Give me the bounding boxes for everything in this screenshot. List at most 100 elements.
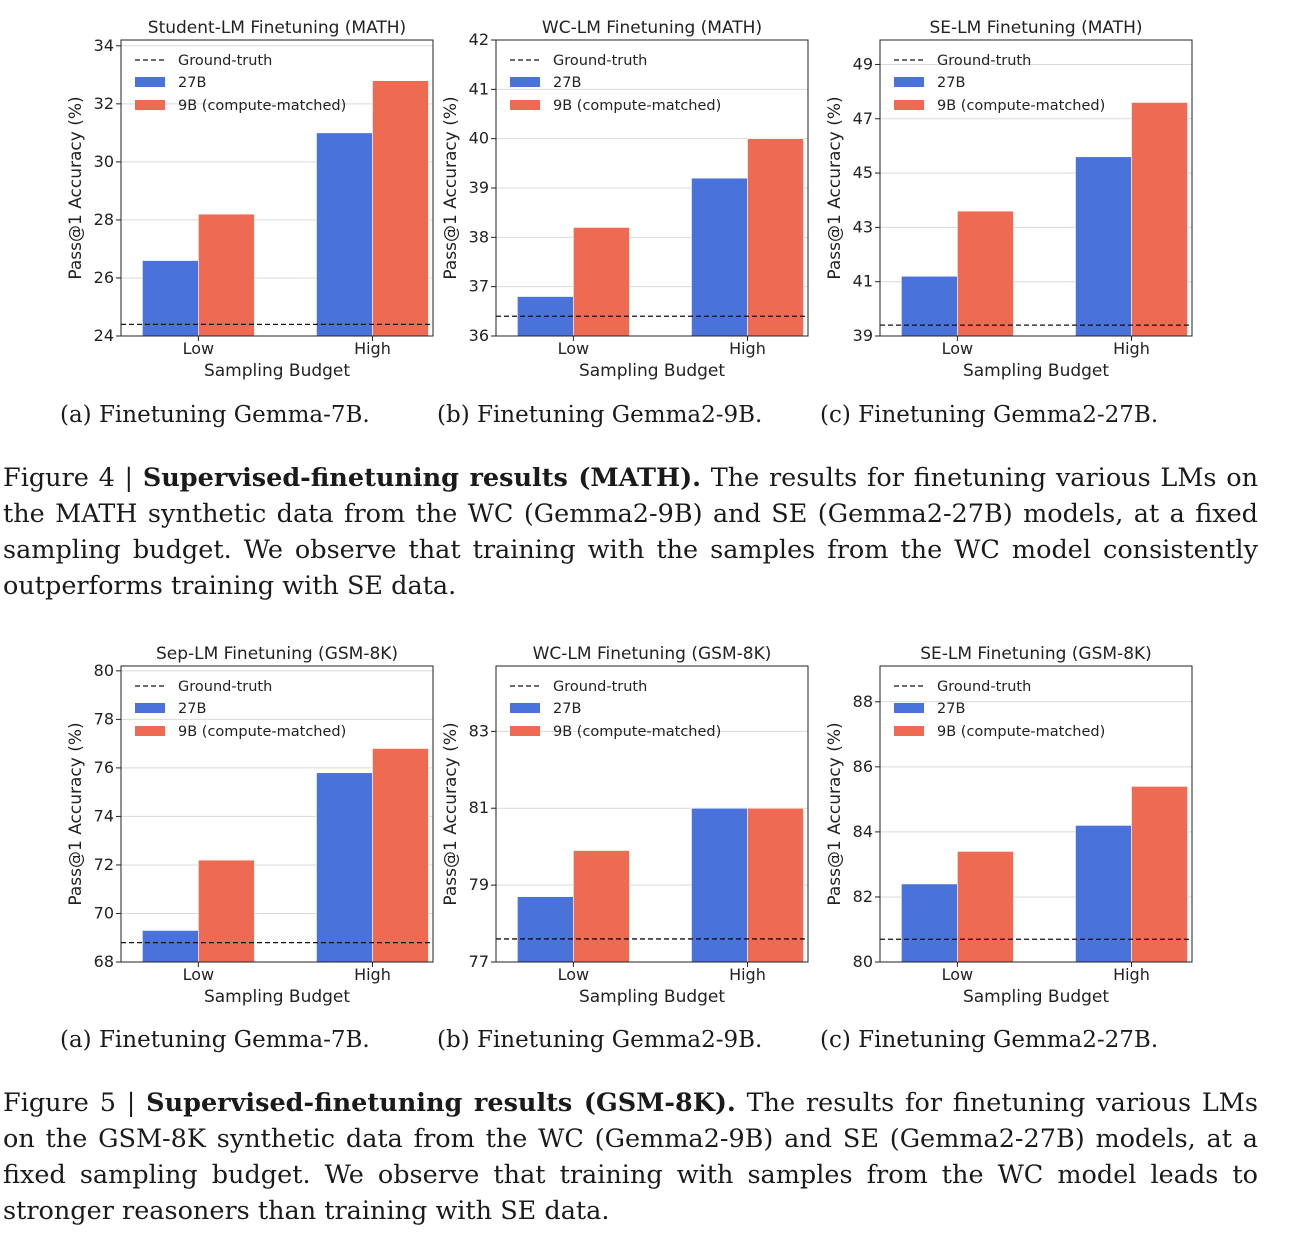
legend-label-ground-truth: Ground-truth [937, 53, 1031, 69]
subcaption: (a) Finetuning Gemma-7B. [60, 402, 370, 428]
y-tick-label: 26 [94, 268, 114, 287]
legend-label-27b: 27B [937, 75, 965, 91]
plot-frame [120, 665, 434, 963]
caption-prefix: Figure 4 | [3, 463, 143, 493]
y-tick-label: 41 [469, 79, 489, 98]
legend: Ground-truth 27B 9B (compute-matched) [135, 679, 346, 740]
legend-swatch-27b [894, 77, 924, 87]
y-tick-label: 39 [853, 326, 873, 345]
y-tick-label: 77 [469, 952, 489, 971]
chart-title: WC-LM Finetuning (GSM-8K) [533, 644, 772, 664]
y-tick-label: 36 [469, 326, 489, 345]
legend: Ground-truth 27B 9B (compute-matched) [510, 679, 721, 740]
bar-27b [1075, 156, 1132, 337]
y-axis-label: Pass@1 Accuracy (%) [441, 722, 461, 905]
x-tick-label: Low [558, 965, 590, 984]
caption-text: The results for finetuning various LMs o… [3, 463, 1259, 601]
y-tick-label: 79 [469, 875, 489, 894]
y-tick-label: 39 [469, 178, 489, 197]
legend-swatch-27b [894, 703, 924, 713]
subcaption: (c) Finetuning Gemma2-27B. [820, 1027, 1159, 1053]
x-tick-label: Low [942, 965, 974, 984]
legend: Ground-truth 27B 9B (compute-matched) [510, 53, 721, 114]
x-tick-label: High [1113, 339, 1150, 358]
y-axis-label: Pass@1 Accuracy (%) [66, 96, 86, 279]
bar-9b [198, 859, 255, 963]
x-axis-label: Sampling Budget [963, 987, 1109, 1007]
y-tick-label: 30 [94, 152, 114, 171]
legend-label-ground-truth: Ground-truth [553, 53, 647, 69]
y-tick-label: 34 [94, 36, 114, 55]
bar-27b [316, 772, 373, 963]
legend-label-ground-truth: Ground-truth [178, 679, 272, 695]
legend-label-9b: 9B (compute-matched) [553, 724, 721, 740]
chart-title: Sep-LM Finetuning (GSM-8K) [156, 644, 398, 664]
y-tick-label: 86 [853, 757, 873, 776]
y-tick-label: 42 [469, 30, 489, 49]
legend-swatch-27b [510, 77, 540, 87]
y-tick-label: 80 [853, 952, 873, 971]
chart-title: SE-LM Finetuning (MATH) [929, 18, 1142, 38]
bar-27b [901, 275, 958, 337]
x-axis-label: Sampling Budget [579, 987, 725, 1007]
bar-27b [901, 883, 958, 963]
x-tick-label: High [354, 965, 391, 984]
bar-9b [372, 80, 429, 337]
bar-9b [957, 210, 1014, 337]
chart-panel: 36 37 38 39 40 41 42 Low High Sampling Budget Pass… [441, 14, 809, 386]
y-tick-label: 72 [94, 855, 114, 874]
bar-27b [316, 132, 373, 337]
bar-27b [1075, 825, 1132, 963]
legend-label-ground-truth: Ground-truth [178, 53, 272, 69]
legend-label-27b: 27B [178, 701, 206, 717]
y-tick-label: 40 [469, 129, 489, 148]
legend-swatch-9b [510, 726, 540, 736]
chart-panel: 77 79 81 83 Low High Sampling Budget Pass@1 Acc… [441, 640, 809, 1012]
x-tick-label: High [729, 965, 766, 984]
bar-9b [747, 138, 804, 337]
legend-swatch-27b [135, 703, 165, 713]
legend-swatch-9b [894, 726, 924, 736]
x-tick-label: High [354, 339, 391, 358]
caption-text: The results for finetuning various LMs o… [3, 1088, 1258, 1226]
legend-label-9b: 9B (compute-matched) [178, 724, 346, 740]
chart-title: SE-LM Finetuning (GSM-8K) [920, 644, 1152, 664]
bar-9b [198, 213, 255, 337]
y-tick-label: 83 [469, 721, 489, 740]
x-tick-label: Low [183, 965, 215, 984]
legend-swatch-9b [135, 100, 165, 110]
legend-swatch-27b [135, 77, 165, 87]
y-tick-label: 43 [853, 217, 873, 236]
y-axis-label: Pass@1 Accuracy (%) [441, 96, 461, 279]
y-tick-label: 45 [853, 163, 873, 182]
legend-swatch-9b [894, 100, 924, 110]
y-tick-label: 88 [853, 692, 873, 711]
legend-label-27b: 27B [553, 75, 581, 91]
x-tick-label: Low [183, 339, 215, 358]
chart-panel: 39 41 43 45 47 49 Low High Sampling Budget Pass@1… [825, 14, 1193, 386]
bar-27b [691, 177, 748, 337]
y-tick-label: 78 [94, 709, 114, 728]
legend-label-9b: 9B (compute-matched) [937, 98, 1105, 114]
y-tick-label: 84 [853, 822, 873, 841]
chart-title: WC-LM Finetuning (MATH) [542, 18, 762, 38]
legend: Ground-truth 27B 9B (compute-matched) [894, 679, 1105, 740]
legend-swatch-9b [510, 100, 540, 110]
bar-9b [957, 851, 1014, 963]
y-tick-label: 70 [94, 903, 114, 922]
x-axis-label: Sampling Budget [963, 361, 1109, 381]
legend: Ground-truth 27B 9B (compute-matched) [894, 53, 1105, 114]
caption-bold: Supervised-finetuning results (MATH). [142, 463, 702, 493]
legend-swatch-9b [135, 726, 165, 736]
bar-9b [747, 807, 804, 963]
y-tick-label: 68 [94, 952, 114, 971]
x-axis-label: Sampling Budget [579, 361, 725, 381]
bar-27b [691, 807, 748, 963]
